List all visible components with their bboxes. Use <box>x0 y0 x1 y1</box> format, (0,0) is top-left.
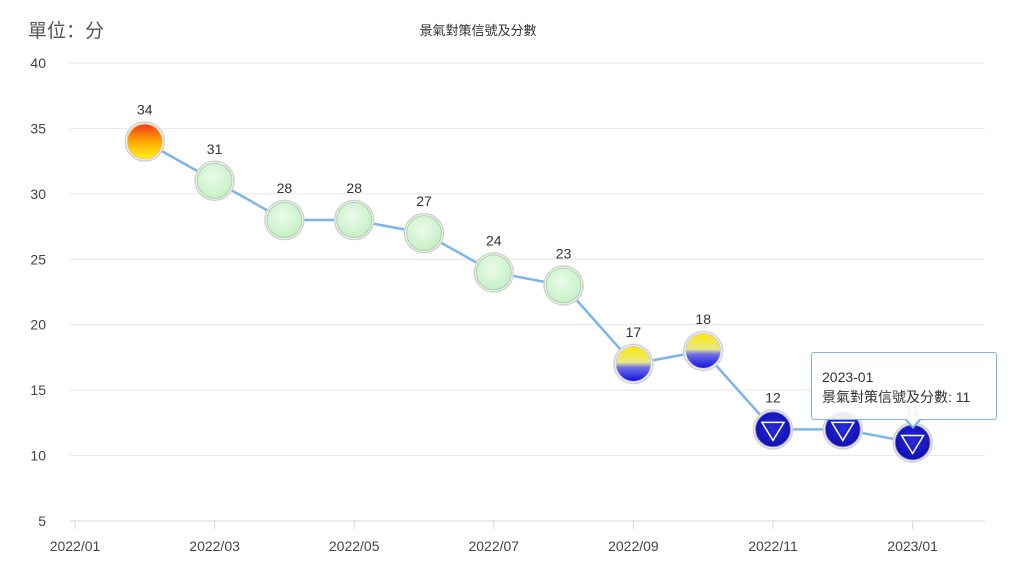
y-tick-label: 40 <box>30 55 46 71</box>
data-point-blue[interactable] <box>752 409 794 450</box>
data-point-yellow-red[interactable] <box>124 121 166 162</box>
series-line <box>144 140 913 444</box>
label-layer: 343128282724231718121211 <box>137 102 920 419</box>
x-tick-label: 2022/05 <box>329 538 380 554</box>
data-point-green[interactable] <box>543 265 584 306</box>
down-triangle-icon <box>830 421 856 442</box>
down-triangle-icon <box>760 421 786 442</box>
x-tick-label: 2023/01 <box>887 538 938 554</box>
data-point-green[interactable] <box>403 212 445 254</box>
data-point-yellow-blue[interactable] <box>682 330 724 372</box>
axis-layer: 5 10 15 20 25 30 35 40 2022/01 2022/03 2022/05 2022… <box>30 55 985 554</box>
line-layer <box>144 140 913 444</box>
x-tick-label: 2022/07 <box>468 538 519 554</box>
y-tick-label: 10 <box>30 448 46 464</box>
y-tick-label: 25 <box>30 251 46 267</box>
x-tick-label: 2022/01 <box>50 538 101 554</box>
down-triangle-icon <box>900 434 925 455</box>
data-label: 12 <box>765 389 781 405</box>
data-label: 28 <box>277 180 293 196</box>
data-label: 24 <box>486 232 502 248</box>
data-point-green[interactable] <box>333 199 375 241</box>
data-label: 27 <box>416 193 432 209</box>
data-label: 17 <box>626 324 642 340</box>
y-tick-label: 30 <box>30 186 46 202</box>
data-label: 34 <box>137 102 153 118</box>
tooltip-title: 2023-01 <box>822 369 874 385</box>
unit-label: 單位：分 <box>28 20 105 42</box>
data-label: 31 <box>207 141 223 157</box>
chart-title: 景氣對策信號及分數 <box>419 24 537 39</box>
data-label: 28 <box>346 180 362 196</box>
x-tick-label: 2022/03 <box>189 538 240 554</box>
data-point-green[interactable] <box>264 199 305 241</box>
y-tick-label: 35 <box>30 120 46 136</box>
data-label: 18 <box>695 311 711 327</box>
y-tick-label: 15 <box>30 382 46 398</box>
marker-layer <box>124 121 933 463</box>
tooltip: 2023-01 景氣對策信號及分數: 11 <box>811 352 997 429</box>
data-point-green[interactable] <box>194 160 235 202</box>
tooltip-text: 景氣對策信號及分數: 11 <box>822 389 971 405</box>
tooltip-arrow <box>904 418 922 429</box>
data-point-green[interactable] <box>473 252 515 293</box>
x-tick-label: 2022/11 <box>748 538 798 554</box>
x-tick-label: 2022/09 <box>608 538 659 554</box>
y-tick-label: 20 <box>30 317 46 333</box>
data-point-yellow-blue[interactable] <box>613 343 654 385</box>
data-label: 23 <box>556 245 572 261</box>
y-tick-label: 5 <box>38 513 46 529</box>
